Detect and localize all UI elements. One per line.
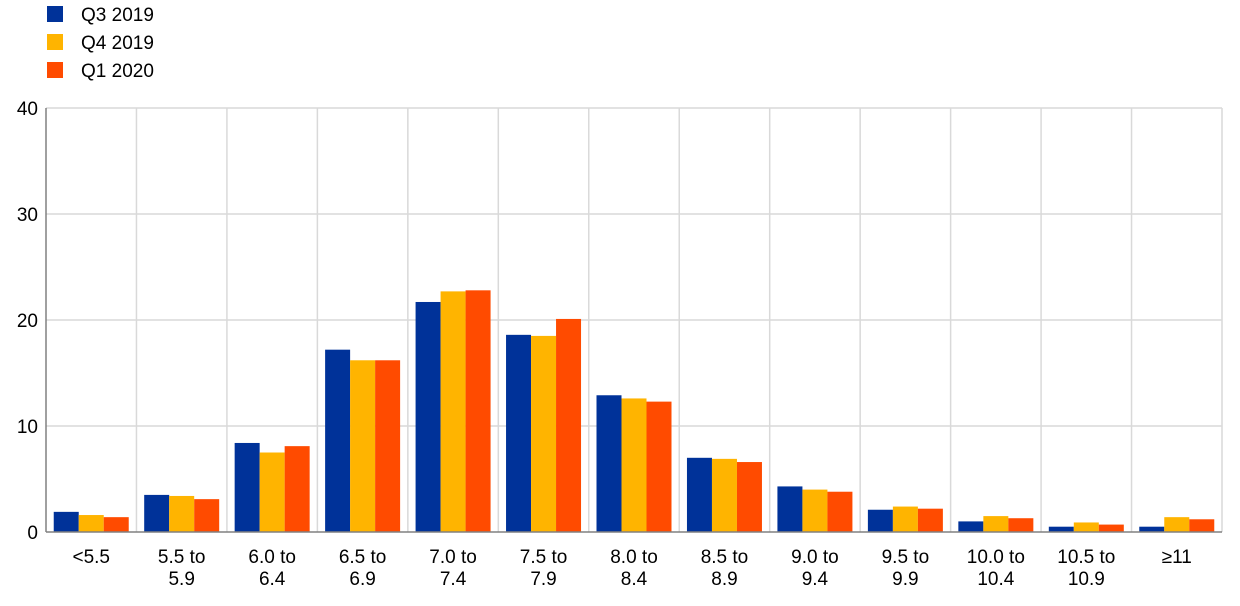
bar-q4-2019-9 bbox=[892, 506, 918, 532]
x-tick-label: 7.5 to 7.9 bbox=[520, 547, 568, 590]
bar-q4-2019-8 bbox=[802, 489, 828, 532]
bar-q1-2020-1 bbox=[194, 499, 220, 532]
x-tick-label-line: 7.0 to bbox=[429, 547, 477, 568]
bar-q3-2019-0 bbox=[53, 511, 79, 532]
bar-q3-2019-3 bbox=[325, 349, 351, 532]
bar-q1-2020-0 bbox=[103, 517, 129, 532]
bar-q1-2020-7 bbox=[736, 462, 762, 532]
bar-q1-2020-5 bbox=[556, 318, 582, 532]
y-tick-label: 10 bbox=[17, 417, 38, 438]
bar-q4-2019-5 bbox=[531, 335, 557, 532]
bar-q1-2020-12 bbox=[1189, 519, 1215, 532]
x-tick-label-line: 9.0 to bbox=[791, 547, 839, 568]
x-tick-label: 5.5 to 5.9 bbox=[158, 547, 206, 590]
x-tick-label-line: 10.4 bbox=[977, 569, 1014, 590]
x-tick-label-line: 6.5 to bbox=[339, 547, 387, 568]
bar-q3-2019-7 bbox=[686, 457, 712, 532]
legend-label-2: Q1 2020 bbox=[81, 61, 154, 82]
x-tick-label-line: 7.9 bbox=[530, 569, 556, 590]
x-tick-label-line: 8.5 to bbox=[701, 547, 749, 568]
y-tick-labels: 0 10 20 30 40 bbox=[17, 99, 38, 544]
x-tick-label-line: 8.9 bbox=[711, 569, 737, 590]
bar-q3-2019-9 bbox=[867, 509, 893, 532]
x-tick-label: <5.5 bbox=[72, 547, 110, 568]
x-tick-label: 10.0 to 10.4 bbox=[967, 547, 1025, 590]
legend-swatch-2 bbox=[47, 62, 63, 78]
bar-q4-2019-1 bbox=[169, 495, 195, 532]
x-tick-labels: <5.5 5.5 to 5.9 6.0 to 6.4 6.5 to 6.9 7.0 to 7.4… bbox=[72, 547, 1191, 590]
bar-q1-2020-2 bbox=[284, 446, 310, 532]
legend-label-1: Q4 2019 bbox=[81, 33, 154, 54]
bar-q1-2020-3 bbox=[375, 360, 401, 532]
bar-q1-2020-4 bbox=[465, 290, 491, 532]
bar-q3-2019-12 bbox=[1139, 526, 1165, 532]
x-tick-label: 6.5 to 6.9 bbox=[339, 547, 387, 590]
bar-q4-2019-11 bbox=[1073, 522, 1099, 532]
x-tick-label-line: <5.5 bbox=[72, 547, 110, 568]
x-tick-label-line: 10.9 bbox=[1068, 569, 1105, 590]
bar-q3-2019-8 bbox=[777, 486, 803, 532]
bar-q3-2019-6 bbox=[596, 395, 622, 532]
bar-q4-2019-2 bbox=[259, 452, 285, 532]
axes bbox=[45, 108, 1222, 533]
bar-q4-2019-10 bbox=[983, 516, 1009, 532]
legend-swatch-0 bbox=[47, 6, 63, 22]
bar-q1-2020-8 bbox=[827, 491, 853, 532]
bar-q3-2019-10 bbox=[958, 521, 984, 532]
legend-swatch-1 bbox=[47, 34, 63, 50]
bar-q1-2020-6 bbox=[646, 401, 672, 532]
x-tick-label-line: 7.5 to bbox=[520, 547, 568, 568]
bar-q3-2019-11 bbox=[1048, 526, 1074, 532]
x-tick-label-line: 9.9 bbox=[892, 569, 918, 590]
y-tick-label: 0 bbox=[27, 523, 38, 544]
bar-q3-2019-4 bbox=[415, 301, 441, 532]
x-tick-label: 6.0 to 6.4 bbox=[248, 547, 296, 590]
bar-q3-2019-2 bbox=[234, 442, 260, 532]
x-tick-label: 10.5 to 10.9 bbox=[1057, 547, 1115, 590]
legend: Q3 2019 Q4 2019 Q1 2020 bbox=[47, 5, 154, 82]
grid-lines bbox=[46, 107, 1223, 532]
x-tick-label-line: 10.0 to bbox=[967, 547, 1025, 568]
x-tick-label-line: 9.5 to bbox=[882, 547, 930, 568]
x-tick-label-line: 6.4 bbox=[259, 569, 286, 590]
bar-q1-2020-11 bbox=[1098, 524, 1124, 532]
y-tick-label: 30 bbox=[17, 205, 38, 226]
x-tick-label: 8.0 to 8.4 bbox=[610, 547, 658, 590]
y-tick-label: 20 bbox=[17, 311, 38, 332]
x-tick-label: 9.0 to 9.4 bbox=[791, 547, 839, 590]
x-tick-label-line: 6.0 to bbox=[248, 547, 296, 568]
bar-q4-2019-7 bbox=[711, 458, 737, 532]
bar-q4-2019-12 bbox=[1164, 517, 1190, 532]
x-tick-label-line: ≥11 bbox=[1162, 547, 1192, 568]
y-tick-label: 40 bbox=[17, 99, 38, 120]
bar-q3-2019-5 bbox=[506, 334, 532, 532]
x-tick-label-line: 5.9 bbox=[168, 569, 194, 590]
bar-q4-2019-4 bbox=[440, 291, 466, 532]
bar-q4-2019-0 bbox=[78, 515, 104, 532]
bar-q4-2019-3 bbox=[350, 360, 376, 532]
x-tick-label-line: 9.4 bbox=[802, 569, 829, 590]
x-tick-label-line: 7.4 bbox=[440, 569, 467, 590]
x-tick-label-line: 8.0 to bbox=[610, 547, 658, 568]
x-tick-label-line: 10.5 to bbox=[1057, 547, 1115, 568]
legend-label-0: Q3 2019 bbox=[81, 5, 154, 26]
bar-q4-2019-6 bbox=[621, 398, 647, 532]
bar-q1-2020-9 bbox=[917, 508, 943, 532]
x-tick-label: 7.0 to 7.4 bbox=[429, 547, 477, 590]
x-tick-label-line: 8.4 bbox=[621, 569, 648, 590]
bars bbox=[53, 290, 1215, 532]
x-tick-label: ≥11 bbox=[1162, 547, 1192, 568]
bar-q3-2019-1 bbox=[144, 494, 170, 532]
x-tick-label: 9.5 to 9.9 bbox=[882, 547, 930, 590]
x-tick-label: 8.5 to 8.9 bbox=[701, 547, 749, 590]
bar-q1-2020-10 bbox=[1008, 518, 1034, 532]
x-tick-label-line: 6.9 bbox=[349, 569, 375, 590]
x-tick-label-line: 5.5 to bbox=[158, 547, 206, 568]
